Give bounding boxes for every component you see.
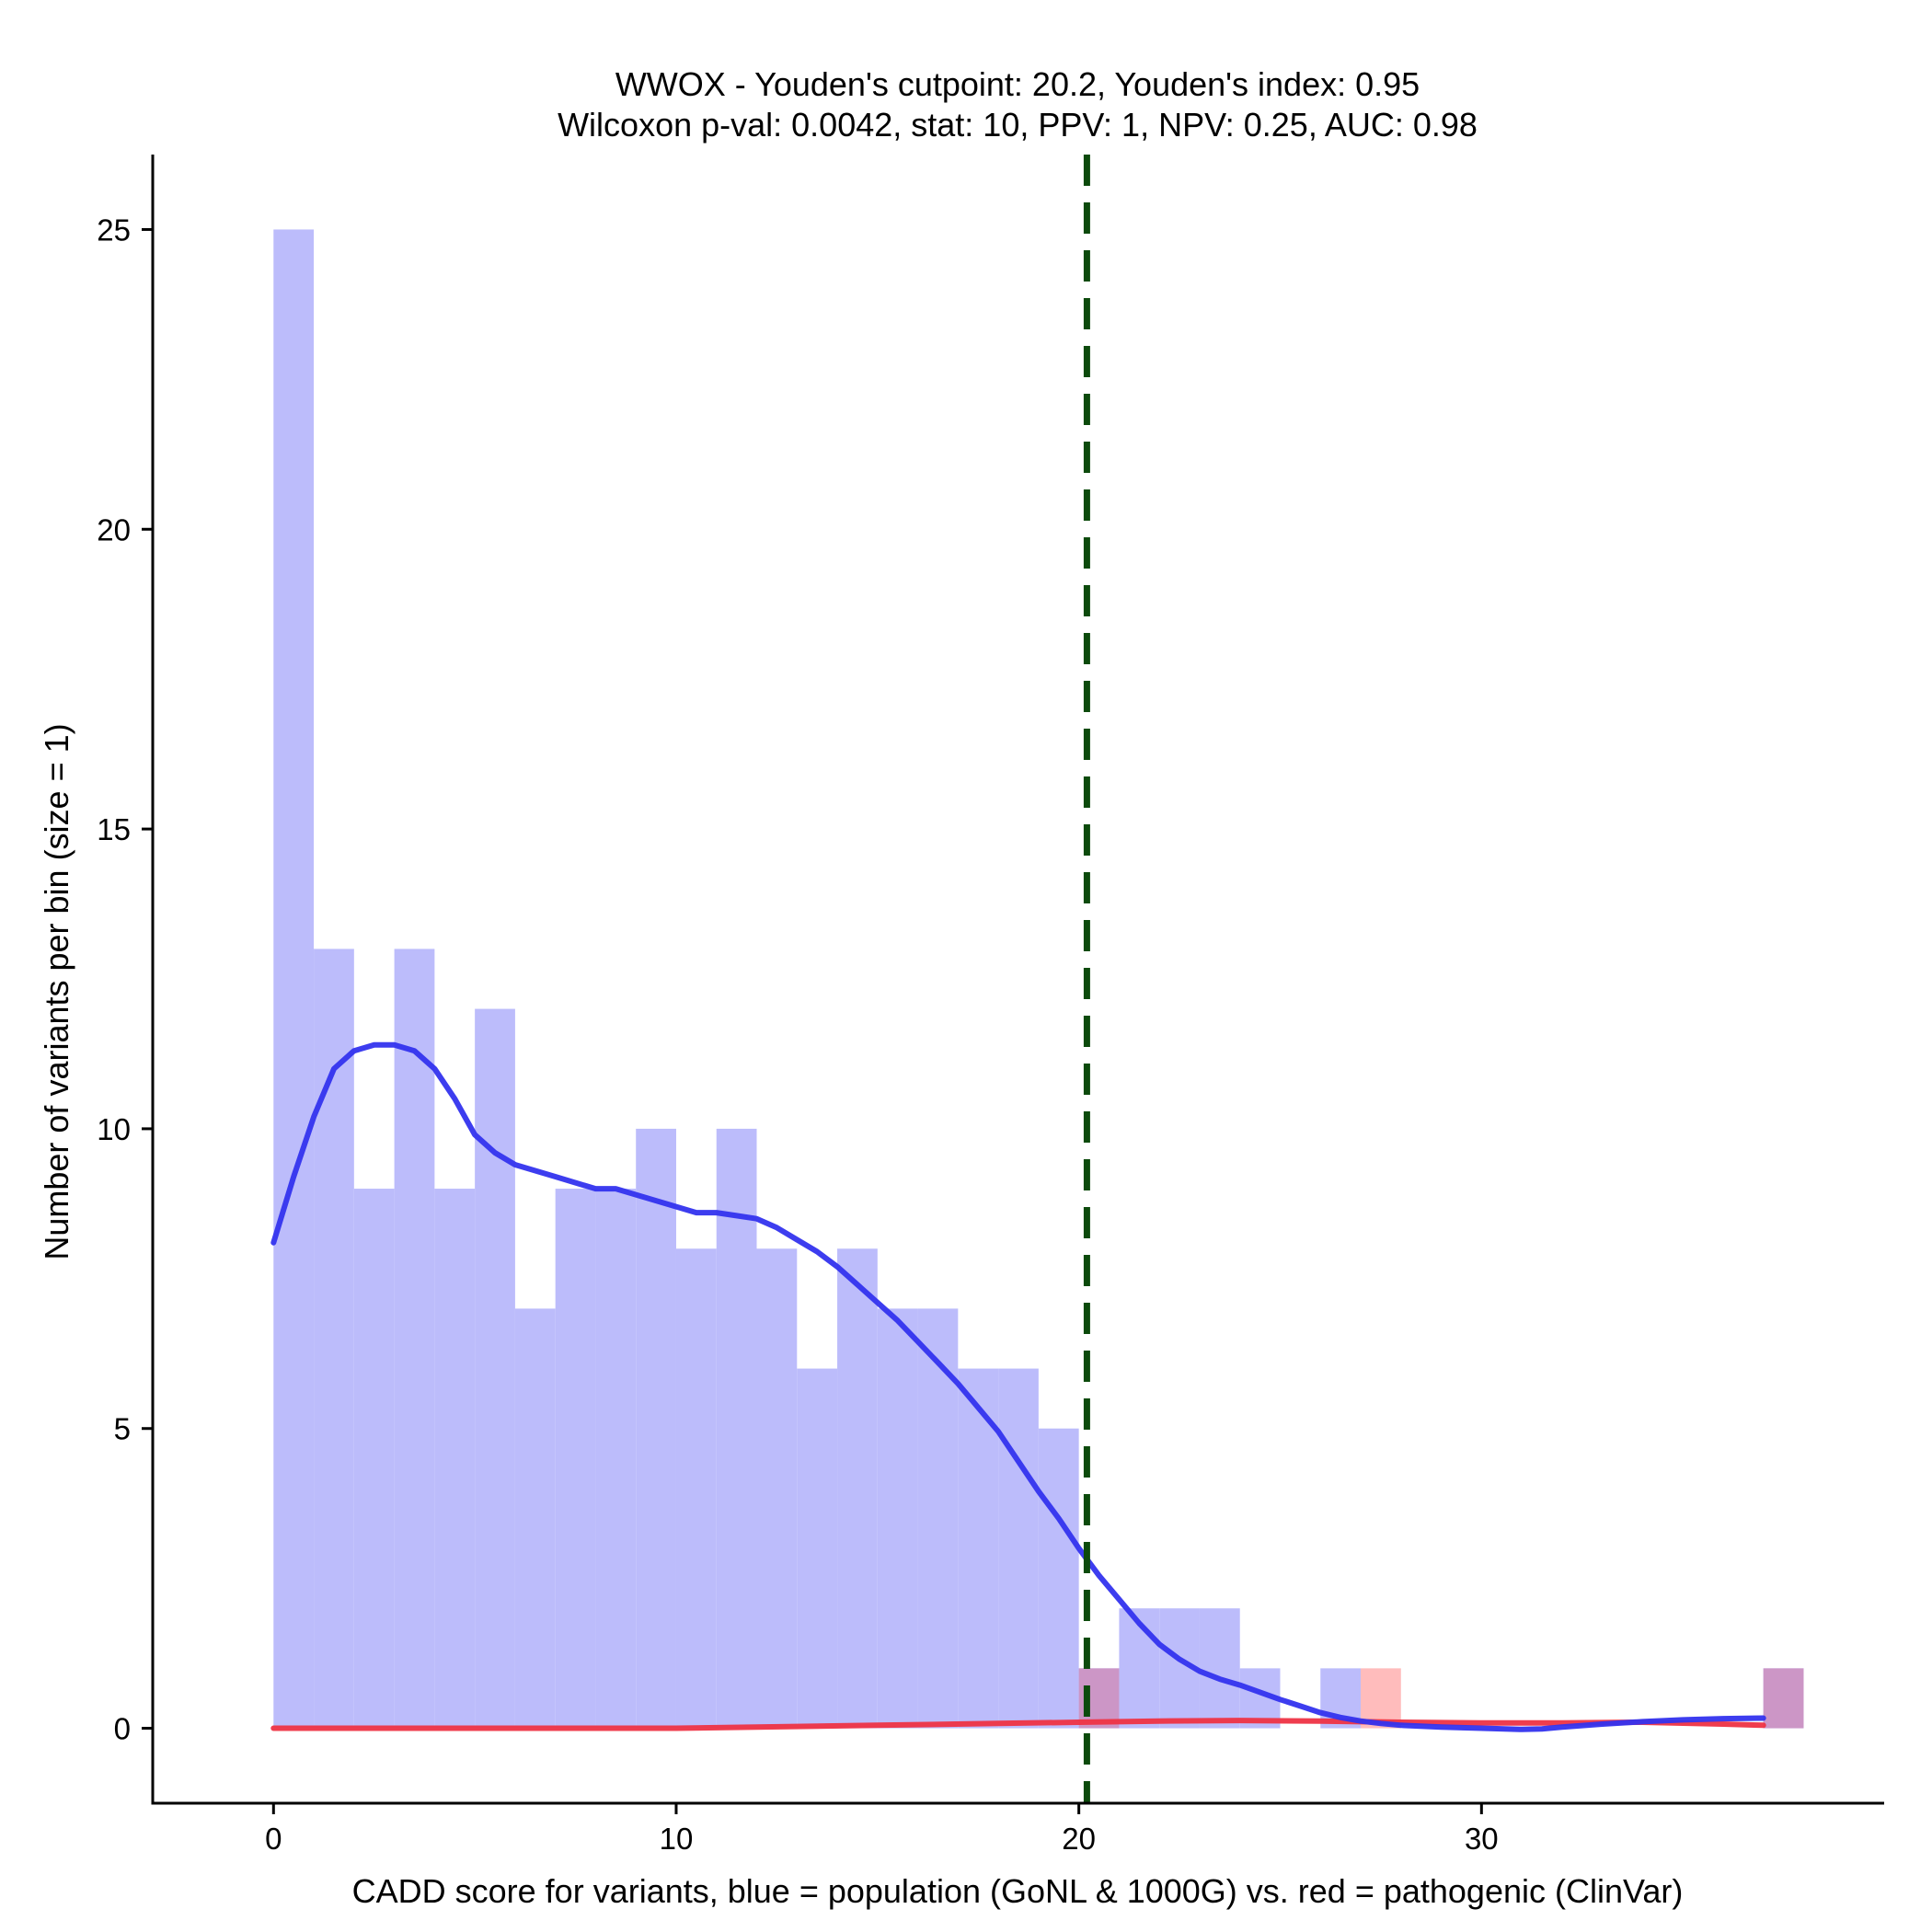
population-bar xyxy=(675,1248,717,1729)
x-tick-label: 0 xyxy=(265,1822,282,1856)
histogram-bars xyxy=(273,229,1804,1729)
x-tick-label: 30 xyxy=(1465,1822,1499,1856)
y-tick-label: 0 xyxy=(114,1712,131,1746)
population-bar xyxy=(837,1248,878,1729)
pathogenic-bar xyxy=(1361,1668,1401,1729)
population-bar xyxy=(1199,1608,1240,1729)
population-bar xyxy=(958,1368,999,1729)
y-tick-label: 5 xyxy=(114,1412,131,1446)
population-bar xyxy=(756,1248,798,1729)
y-tick-label: 25 xyxy=(97,213,131,247)
y-tick-label: 20 xyxy=(97,512,131,546)
population-bar xyxy=(797,1368,838,1729)
x-tick-label: 20 xyxy=(1062,1822,1096,1856)
population-bar xyxy=(434,1189,476,1729)
population-bar xyxy=(475,1008,515,1729)
population-bar xyxy=(1119,1608,1160,1729)
population-density-line xyxy=(270,1041,1766,1732)
population-bar xyxy=(595,1189,637,1729)
population-bar xyxy=(917,1308,959,1729)
pathogenic-bar xyxy=(1763,1668,1804,1729)
population-bar xyxy=(716,1128,757,1729)
y-axis-label: Number of variants per bin (size = 1) xyxy=(38,723,75,1259)
population-bar xyxy=(353,1189,395,1729)
y-tick-label: 10 xyxy=(97,1112,131,1146)
population-bar xyxy=(1038,1428,1079,1729)
x-tick-label: 10 xyxy=(660,1822,694,1856)
chart-title-line1: WWOX - Youden's cutpoint: 20.2, Youden's… xyxy=(615,65,1420,103)
population-bar xyxy=(314,949,354,1729)
x-axis-label: CADD score for variants, blue = populati… xyxy=(352,1872,1684,1910)
population-bar xyxy=(555,1189,596,1729)
population-bar xyxy=(273,229,315,1729)
population-bar xyxy=(877,1308,918,1729)
axes: 0 10 20 30 0 5 10 15 20 25 xyxy=(97,155,1884,1856)
population-bar xyxy=(636,1128,676,1729)
y-tick-label: 15 xyxy=(97,812,131,846)
chart-title-line2: Wilcoxon p-val: 0.0042, stat: 10, PPV: 1… xyxy=(558,106,1478,144)
population-bar xyxy=(394,949,435,1729)
density-lines xyxy=(270,155,1766,1803)
population-bar xyxy=(998,1368,1039,1729)
population-bar xyxy=(514,1308,556,1729)
